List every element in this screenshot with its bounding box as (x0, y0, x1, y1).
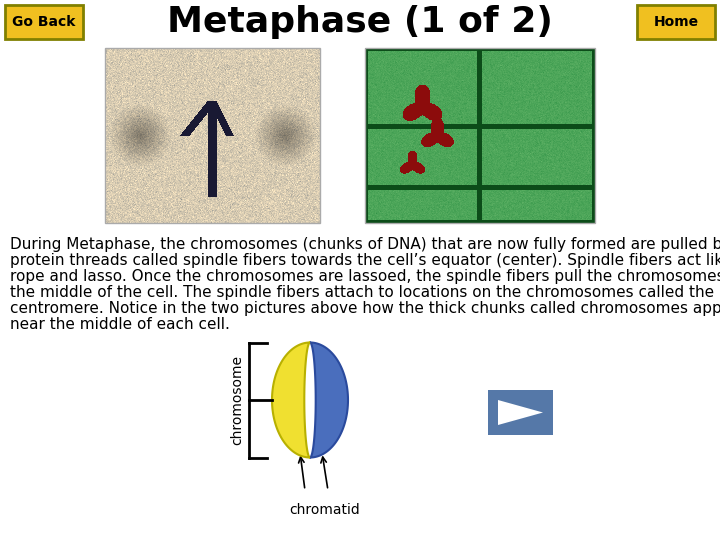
Polygon shape (498, 400, 543, 425)
Text: Metaphase (1 of 2): Metaphase (1 of 2) (167, 5, 553, 39)
Text: Go Back: Go Back (12, 15, 76, 29)
Bar (488, 390, 553, 435)
FancyBboxPatch shape (5, 5, 83, 39)
Text: chromatid: chromatid (289, 503, 361, 516)
Polygon shape (272, 342, 310, 457)
FancyBboxPatch shape (637, 5, 715, 39)
Text: protein threads called spindle fibers towards the cell’s equator (center). Spind: protein threads called spindle fibers to… (10, 253, 720, 268)
Text: the middle of the cell. The spindle fibers attach to locations on the chromosome: the middle of the cell. The spindle fibe… (10, 285, 714, 300)
Text: Home: Home (654, 15, 698, 29)
Text: rope and lasso. Once the chromosomes are lassoed, the spindle fibers pull the ch: rope and lasso. Once the chromosomes are… (10, 269, 720, 284)
Polygon shape (310, 342, 348, 457)
Text: centromere. Notice in the two pictures above how the thick chunks called chromos: centromere. Notice in the two pictures a… (10, 301, 720, 316)
Bar (105, 48, 320, 223)
Text: near the middle of each cell.: near the middle of each cell. (10, 317, 230, 332)
Text: During Metaphase, the chromosomes (chunks of DNA) that are now fully formed are : During Metaphase, the chromosomes (chunk… (10, 237, 720, 252)
Bar (365, 48, 595, 223)
Text: chromosome: chromosome (230, 355, 244, 445)
